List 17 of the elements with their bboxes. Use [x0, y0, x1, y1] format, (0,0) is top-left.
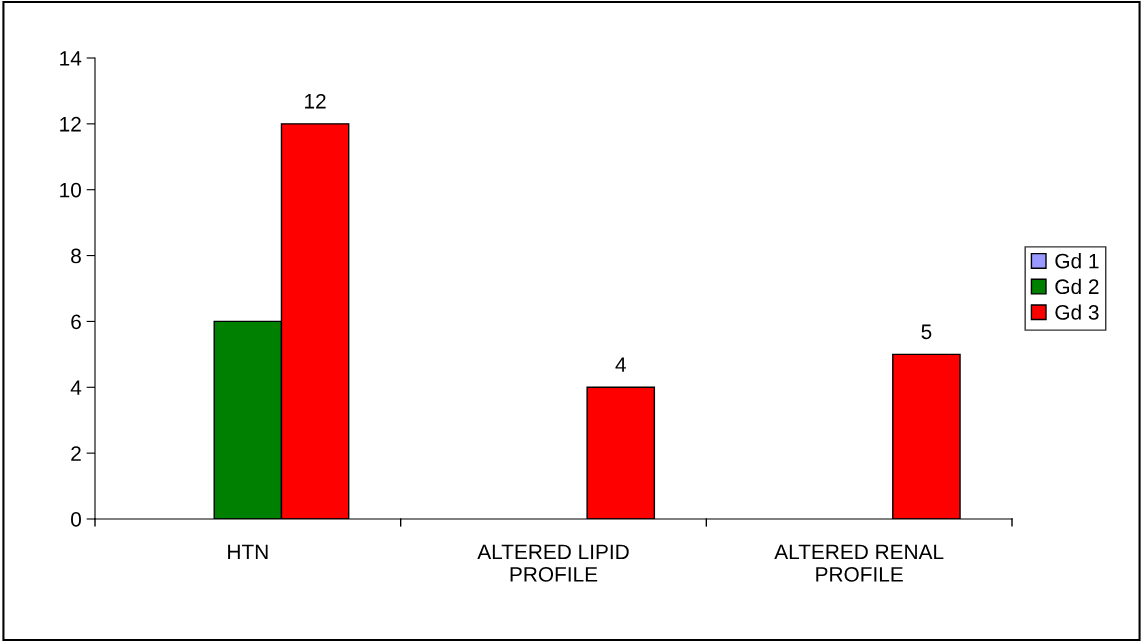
data-label: 4 [615, 357, 626, 372]
y-tick-label: 12 [60, 116, 81, 132]
data-label: 12 [305, 93, 326, 109]
y-tick-label: 8 [71, 248, 81, 264]
x-tick-label: HTN [228, 544, 268, 560]
y-tick-label: 14 [60, 51, 82, 66]
legend-label: Gd 3 [1055, 304, 1099, 320]
y-tick-label: 2 [71, 446, 81, 461]
legend-label: Gd 2 [1055, 278, 1099, 295]
data-label: 5 [921, 324, 932, 340]
y-tick-label: 0 [71, 512, 81, 527]
y-tick-label: 10 [60, 182, 81, 198]
legend-label: Gd 1 [1055, 253, 1099, 269]
y-tick-label: 4 [70, 380, 82, 395]
x-tick-label: ALTERED LIPID PROFILE [477, 544, 629, 582]
x-tick-label: ALTERED RENAL PROFILE [774, 544, 944, 582]
y-tick-label: 6 [71, 314, 81, 330]
